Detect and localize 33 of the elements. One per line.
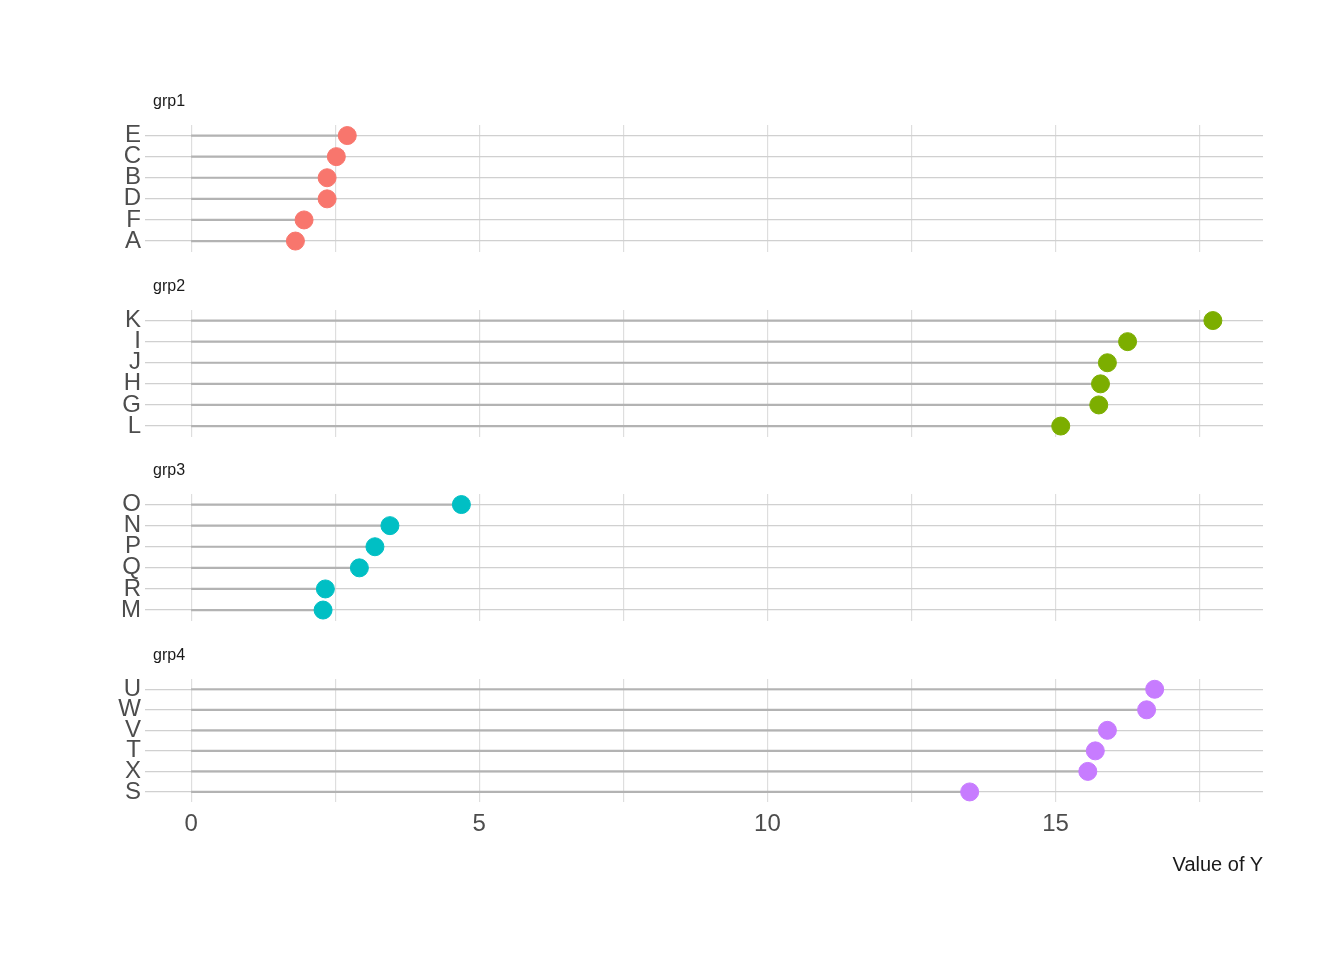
point bbox=[294, 210, 314, 230]
chart-title: grp4 bbox=[153, 646, 186, 664]
x-tick-label: 0 bbox=[184, 809, 198, 837]
point bbox=[380, 516, 400, 536]
point bbox=[451, 495, 471, 515]
point bbox=[1078, 761, 1098, 781]
point bbox=[1097, 720, 1117, 740]
point bbox=[1203, 311, 1223, 331]
point bbox=[365, 537, 385, 557]
point bbox=[1137, 700, 1157, 720]
point bbox=[337, 126, 357, 146]
chart-title: grp2 bbox=[153, 277, 186, 295]
point bbox=[1051, 416, 1071, 436]
point bbox=[1089, 395, 1109, 415]
point bbox=[1090, 374, 1110, 394]
chart-title: grp1 bbox=[153, 92, 186, 110]
x-axis-title: Value of Y bbox=[1172, 852, 1263, 875]
point bbox=[1145, 679, 1165, 699]
point bbox=[1085, 741, 1105, 761]
point bbox=[1118, 332, 1138, 352]
point bbox=[1097, 353, 1117, 373]
point bbox=[317, 168, 337, 188]
point bbox=[313, 600, 333, 620]
point bbox=[326, 147, 346, 167]
x-tick-label: 10 bbox=[754, 809, 781, 837]
point bbox=[960, 782, 980, 802]
x-tick-label: 15 bbox=[1042, 809, 1069, 837]
point bbox=[349, 558, 369, 578]
point bbox=[315, 579, 335, 599]
point bbox=[285, 231, 305, 251]
x-tick-label: 5 bbox=[472, 809, 486, 837]
point bbox=[317, 189, 337, 209]
chart-title: grp3 bbox=[153, 461, 186, 479]
